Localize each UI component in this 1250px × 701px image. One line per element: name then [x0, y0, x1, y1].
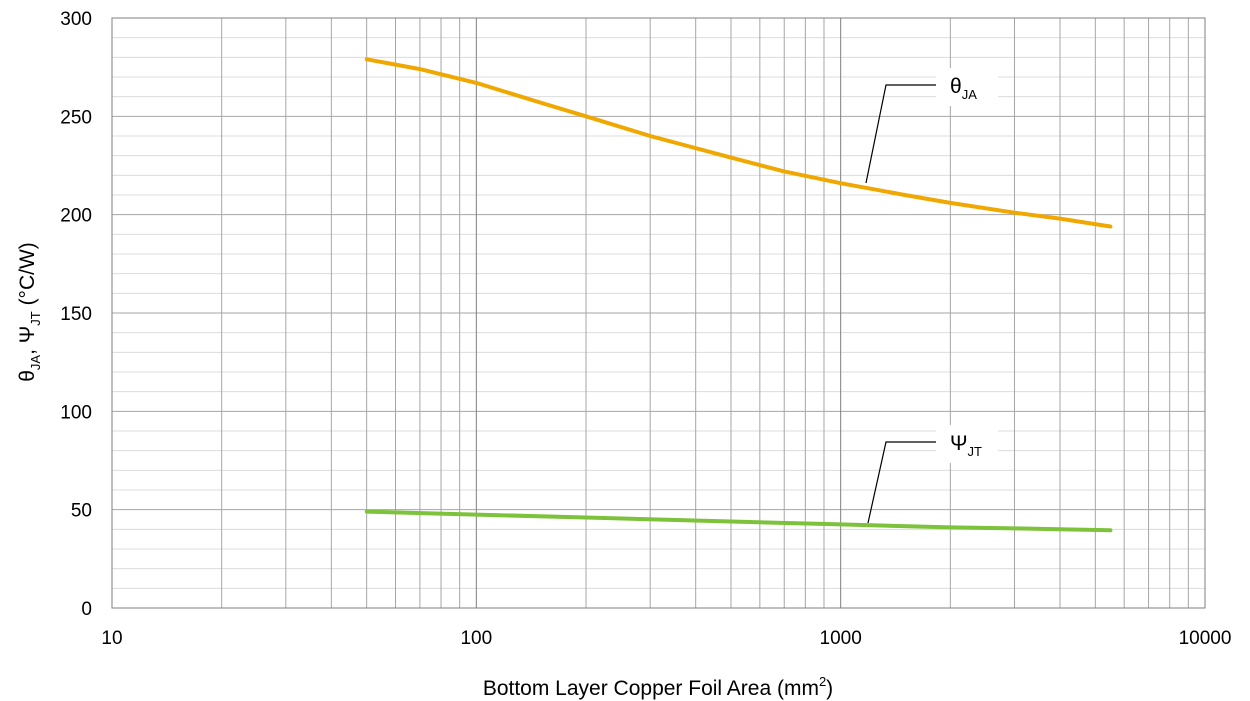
- y-tick-label: 100: [60, 402, 92, 423]
- y-tick-label: 150: [60, 304, 92, 325]
- y-axis-title: θJA, ΨJT (°C/W): [16, 242, 43, 382]
- y-tick-label: 0: [81, 599, 92, 620]
- x-tick-label: 10: [101, 628, 122, 649]
- series-lines: [364, 57, 1113, 533]
- series-label-psi-jt: ΨJT: [936, 425, 998, 463]
- ticks: 0 50 100 150 200 250 300 10 100 1000 10000: [60, 9, 1231, 649]
- x-axis-title: Bottom Layer Copper Foil Area (mm2): [483, 674, 833, 700]
- leaders: [865, 84, 936, 524]
- y-tick-label: 50: [71, 501, 92, 522]
- grid: [111, 18, 1206, 608]
- x-tick-label: 1000: [820, 628, 862, 649]
- y-tick-label: 300: [60, 9, 92, 30]
- y-tick-label: 200: [60, 206, 92, 227]
- series-line-0: [364, 57, 1113, 229]
- y-tick-label: 250: [60, 107, 92, 128]
- x-tick-label: 100: [460, 628, 492, 649]
- leader-line-theta-ja: [865, 84, 936, 184]
- series-line-1: [364, 509, 1113, 533]
- leader-line-psi-jt: [867, 441, 936, 524]
- plot-frame: [111, 17, 1206, 609]
- svg-text:θJA: θJA: [950, 75, 977, 102]
- svg-text:ΨJT: ΨJT: [950, 432, 982, 459]
- x-tick-label: 10000: [1179, 628, 1232, 649]
- series-label-theta-ja: θJA: [936, 68, 998, 106]
